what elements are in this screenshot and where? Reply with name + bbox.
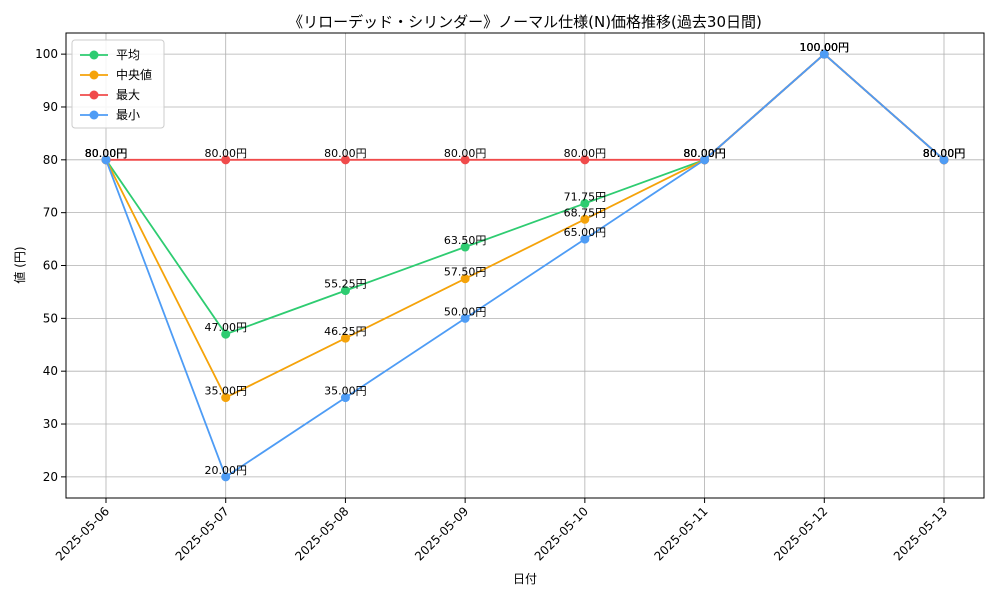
data-label: 80.00円 — [923, 147, 966, 160]
x-tick-label: 2025-05-11 — [651, 504, 710, 563]
data-point — [580, 155, 590, 165]
data-label: 65.00円 — [564, 226, 607, 239]
data-label: 80.00円 — [923, 147, 966, 160]
data-point — [580, 198, 590, 208]
legend-swatch-marker — [89, 110, 99, 120]
data-point — [460, 274, 470, 284]
legend-entry-label: 最小 — [116, 108, 140, 122]
data-label: 35.00円 — [324, 385, 367, 398]
legend-box — [71, 39, 165, 129]
data-label: 80.00円 — [923, 147, 966, 160]
series-line — [105, 52, 945, 479]
data-point — [221, 393, 231, 403]
data-point — [340, 333, 350, 343]
data-label: 80.00円 — [85, 147, 128, 160]
legend-entry-label: 中央値 — [116, 67, 152, 82]
data-label: 100.00円 — [800, 41, 850, 54]
data-label: 80.00円 — [204, 147, 247, 160]
data-label: 80.00円 — [85, 147, 128, 160]
y-tick-label: 60 — [43, 259, 58, 273]
y-tick-label: 50 — [43, 311, 58, 325]
chart-title: 《リローデッド・シリンダー》ノーマル仕様(N)価格推移(過去30日間) — [288, 13, 762, 31]
data-label: 80.00円 — [683, 147, 726, 160]
data-point — [101, 155, 111, 165]
data-label: 100.00円 — [800, 41, 850, 54]
y-tick-label: 70 — [43, 206, 58, 220]
y-tick-label: 20 — [43, 470, 58, 484]
y-tick-label: 30 — [43, 417, 58, 431]
tick-layer: 2025-05-06 2025-05-07 2025-05-08 2025-05-09… — [35, 47, 950, 563]
data-point — [580, 214, 590, 224]
data-label: 63.50円 — [444, 234, 487, 247]
data-label: 80.00円 — [85, 147, 128, 160]
data-label: 20.00円 — [204, 464, 247, 477]
series-layer — [101, 49, 949, 482]
data-point — [700, 155, 710, 165]
data-label: 80.00円 — [564, 147, 607, 160]
data-point — [460, 313, 470, 323]
legend-entry-label: 最大 — [116, 88, 140, 102]
x-tick-label: 2025-05-07 — [173, 504, 232, 563]
data-label: 80.00円 — [444, 147, 487, 160]
x-tick-label: 2025-05-12 — [771, 504, 830, 563]
x-tick-label: 2025-05-13 — [891, 504, 950, 563]
legend-swatch-marker — [89, 70, 99, 80]
series-line — [105, 52, 945, 336]
data-point — [460, 242, 470, 252]
data-point — [221, 155, 231, 165]
data-point — [221, 472, 231, 482]
data-label: 80.00円 — [683, 147, 726, 160]
data-point — [580, 234, 590, 244]
data-point — [340, 286, 350, 296]
grid-layer — [66, 33, 984, 498]
y-tick-label: 80 — [43, 153, 58, 167]
data-label: 80.00円 — [324, 147, 367, 160]
data-point — [221, 329, 231, 339]
data-label-layer: 80.00円 47.00円 55.25円 63.50円 71.75円 80.00円 100.… — [85, 41, 966, 477]
data-label: 100.00円 — [800, 41, 850, 54]
data-point — [819, 49, 829, 59]
data-label: 68.75円 — [564, 206, 607, 219]
legend-swatch-marker — [89, 50, 99, 60]
data-label: 57.50円 — [444, 266, 487, 279]
data-label: 80.00円 — [85, 147, 128, 160]
data-point — [340, 155, 350, 165]
x-axis-label: 日付 — [513, 572, 537, 586]
x-tick-label: 2025-05-09 — [412, 504, 471, 563]
data-label: 47.00円 — [204, 321, 247, 334]
x-tick-label: 2025-05-08 — [292, 504, 351, 563]
x-tick-label: 2025-05-06 — [53, 504, 112, 563]
legend-swatch-marker — [89, 90, 99, 100]
data-point — [340, 393, 350, 403]
data-label: 80.00円 — [683, 147, 726, 160]
y-tick-label: 40 — [43, 364, 58, 378]
data-label: 50.00円 — [444, 305, 487, 318]
data-label: 46.25円 — [324, 325, 367, 338]
data-label: 35.00円 — [204, 385, 247, 398]
data-point — [460, 155, 470, 165]
data-point — [939, 155, 949, 165]
x-tick-label: 2025-05-10 — [532, 504, 591, 563]
y-tick-label: 100 — [35, 47, 58, 61]
y-tick-label: 90 — [43, 100, 58, 114]
data-label: 55.25円 — [324, 278, 367, 291]
legend-entry-label: 平均 — [116, 48, 140, 62]
y-axis-label: 値 (円) — [12, 246, 27, 283]
data-label: 80.00円 — [923, 147, 966, 160]
data-label: 100.00円 — [800, 41, 850, 54]
data-label: 71.75円 — [564, 190, 607, 203]
data-label: 80.00円 — [683, 147, 726, 160]
